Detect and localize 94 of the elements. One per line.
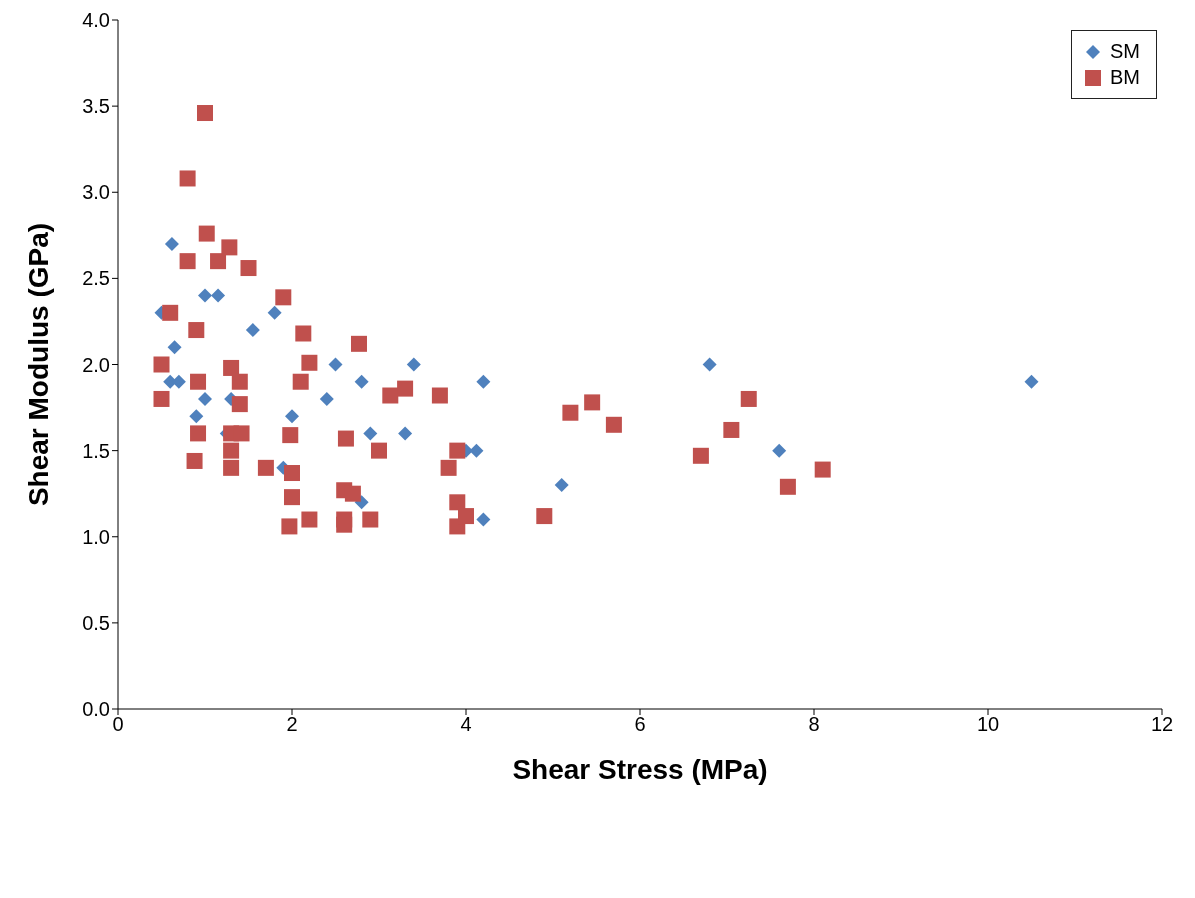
x-tick-label: 0 bbox=[112, 713, 124, 736]
point bbox=[723, 421, 740, 438]
point bbox=[153, 390, 170, 407]
x-tick-label: 12 bbox=[1150, 713, 1174, 736]
point bbox=[344, 485, 361, 502]
point bbox=[153, 356, 170, 373]
x-tick-label: 4 bbox=[460, 713, 472, 736]
point bbox=[231, 396, 248, 413]
x-tick-label: 8 bbox=[808, 713, 820, 736]
point bbox=[301, 354, 318, 371]
y-axis-title: Shear Modulus (GPa) bbox=[22, 222, 54, 507]
point bbox=[363, 426, 378, 441]
y-tick-label: 2.5 bbox=[82, 267, 110, 290]
point bbox=[197, 105, 213, 122]
point bbox=[186, 452, 203, 469]
y-tick-label: 0.5 bbox=[82, 611, 110, 634]
x-tick-label: 2 bbox=[286, 713, 298, 736]
point bbox=[240, 260, 257, 277]
point bbox=[198, 288, 212, 303]
point bbox=[188, 322, 205, 339]
point bbox=[162, 304, 179, 321]
point bbox=[476, 512, 491, 527]
point bbox=[284, 465, 300, 482]
point bbox=[1024, 374, 1039, 389]
point bbox=[282, 427, 299, 444]
point bbox=[285, 409, 299, 424]
x-axis-title: Shear Stress (MPa) bbox=[512, 754, 768, 785]
point bbox=[337, 430, 354, 447]
point bbox=[740, 390, 757, 407]
y-tick-label: 2.0 bbox=[82, 353, 110, 376]
y-tick-label: 0.0 bbox=[82, 698, 110, 721]
legend-label: BM bbox=[1110, 66, 1140, 89]
legend-label: SM bbox=[1110, 40, 1140, 63]
point bbox=[554, 478, 569, 493]
y-tick-label: 3.5 bbox=[82, 95, 110, 118]
point bbox=[440, 459, 457, 476]
point bbox=[605, 416, 622, 433]
point bbox=[350, 335, 367, 352]
point bbox=[295, 325, 312, 342]
point bbox=[476, 374, 491, 389]
point bbox=[221, 239, 238, 256]
point bbox=[211, 288, 226, 303]
point bbox=[692, 447, 709, 464]
point bbox=[223, 359, 240, 376]
point bbox=[814, 461, 831, 478]
point bbox=[179, 170, 196, 187]
point bbox=[779, 478, 796, 495]
point bbox=[167, 340, 182, 355]
point bbox=[275, 289, 292, 306]
y-tick-label: 4.0 bbox=[82, 9, 110, 32]
point bbox=[257, 459, 274, 476]
point bbox=[406, 357, 421, 372]
point bbox=[267, 305, 282, 320]
point bbox=[198, 225, 215, 242]
point bbox=[336, 516, 353, 533]
point bbox=[584, 394, 601, 411]
point bbox=[179, 253, 196, 270]
point bbox=[319, 391, 334, 406]
x-tick-label: 10 bbox=[976, 713, 1000, 736]
point bbox=[292, 373, 309, 390]
point bbox=[371, 442, 387, 459]
point bbox=[772, 443, 787, 458]
y-tick-label: 3.0 bbox=[82, 181, 110, 204]
point bbox=[398, 426, 413, 441]
point bbox=[231, 373, 248, 390]
point bbox=[284, 489, 300, 506]
point bbox=[562, 404, 579, 421]
point bbox=[301, 511, 318, 528]
point bbox=[702, 357, 717, 372]
point bbox=[233, 425, 250, 442]
point bbox=[198, 391, 212, 406]
point bbox=[223, 442, 240, 459]
y-tick-label: 1.5 bbox=[82, 439, 110, 462]
point bbox=[458, 508, 474, 525]
point bbox=[469, 443, 484, 458]
point bbox=[190, 425, 207, 442]
point bbox=[449, 442, 466, 459]
point bbox=[536, 508, 553, 525]
point bbox=[354, 374, 369, 389]
point bbox=[382, 387, 399, 404]
point bbox=[223, 459, 240, 476]
y-tick-label: 1.0 bbox=[82, 525, 110, 548]
point bbox=[362, 511, 379, 528]
point bbox=[397, 380, 414, 397]
point bbox=[190, 373, 207, 390]
point bbox=[328, 357, 343, 372]
point bbox=[189, 409, 204, 424]
point bbox=[281, 518, 298, 535]
point bbox=[164, 236, 179, 251]
point bbox=[210, 253, 227, 270]
point bbox=[245, 323, 260, 338]
point bbox=[431, 387, 448, 404]
x-tick-label: 6 bbox=[634, 713, 646, 736]
point bbox=[449, 494, 466, 511]
